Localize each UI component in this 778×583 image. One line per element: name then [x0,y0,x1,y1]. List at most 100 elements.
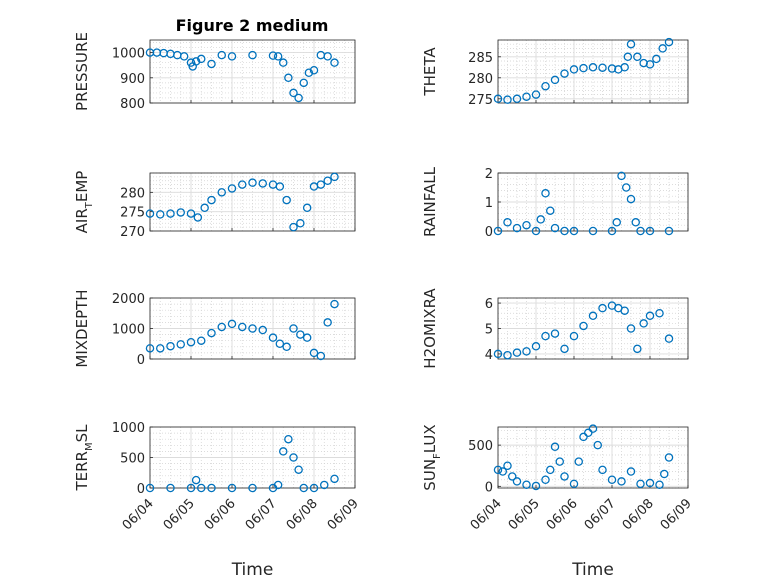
data-point [607,64,617,73]
data-point [299,483,308,493]
data-point [282,342,291,352]
data-point [531,226,541,236]
data-point [278,58,288,67]
data-point [541,475,550,485]
data-point [622,183,631,192]
data-point [176,340,185,349]
data-point [626,194,636,204]
data-point [522,480,531,489]
data-point [227,319,237,329]
data-point [289,222,298,232]
data-point [316,180,326,189]
data-point [598,303,607,313]
data-point [289,88,298,98]
data-point [493,94,503,104]
data-point [541,81,550,91]
data-point [569,331,579,341]
data-point [248,324,257,333]
data-point [598,465,607,475]
data-point [330,474,339,484]
data-point [323,176,332,185]
data-point [598,63,607,72]
x-tick-label: 06/06 [202,496,239,533]
data-point [512,477,522,486]
y-tick-label: 4 [485,348,493,363]
y-tick-label: 500 [120,452,145,467]
y-tick-label: 800 [120,97,145,112]
data-point [268,51,278,60]
data-point [191,475,201,485]
y-tick-label: 285 [468,51,493,66]
data-point [645,311,655,321]
axes-box [149,172,356,232]
x-tick-label: 06/04 [468,496,505,533]
data-point [584,428,593,438]
data-point [282,195,291,205]
data-point [664,37,674,47]
data-point [193,213,203,222]
data-point [227,483,237,493]
data-point [560,472,569,481]
data-point [217,188,226,197]
axes-box [497,426,689,489]
data-point [512,223,522,233]
subplot-6: 4 5 6 H2OMIXRA [421,288,689,369]
data-point [531,90,541,99]
data-point [258,179,267,188]
data-point [588,63,598,72]
data-point [660,469,669,479]
data-point [166,483,175,493]
data-point [664,453,674,462]
data-point [560,226,569,236]
data-point [166,341,175,351]
data-point [655,308,664,318]
data-point [273,52,283,61]
data-point [302,333,312,342]
data-point [531,342,541,351]
data-point [664,334,674,343]
data-point [323,52,332,61]
data-point [612,218,622,227]
axes-box [497,39,689,104]
data-point [633,52,642,62]
data-point [626,39,636,49]
data-point [196,336,206,345]
data-point [237,180,247,189]
data-point [294,93,303,103]
data-point [658,44,667,53]
data-point [617,171,626,181]
y-tick-label: 6 [485,297,493,312]
data-point [258,325,267,335]
y-tick-label: 275 [468,93,493,108]
y-tick-label: 1000 [112,47,145,62]
data-point [536,215,546,224]
data-point [579,63,588,73]
data-point [284,73,293,83]
data-point [507,472,517,481]
data-point [522,92,531,101]
data-point [309,65,319,75]
data-point [593,440,603,450]
data-point [617,477,626,486]
data-point [248,178,257,187]
data-point [550,223,560,233]
data-point [186,209,196,218]
x-tick-label: 06/06 [544,496,581,533]
data-point [645,478,655,488]
data-point [268,333,278,342]
data-point [620,63,629,72]
data-point [569,65,579,74]
data-point [294,465,303,474]
data-point [546,465,555,475]
y-tick-label: 1 [485,196,493,211]
data-point [560,69,569,78]
y-axis-label: AIRTEMP [73,171,95,234]
data-point [273,480,283,490]
x-tick-label: 06/09 [658,496,695,533]
data-point [623,52,633,62]
subplot-4: 0 1 2 RAINFALL [421,166,689,240]
data-point [316,351,326,361]
subplot-1: 800 900 1000 PRESSURE [73,32,356,112]
